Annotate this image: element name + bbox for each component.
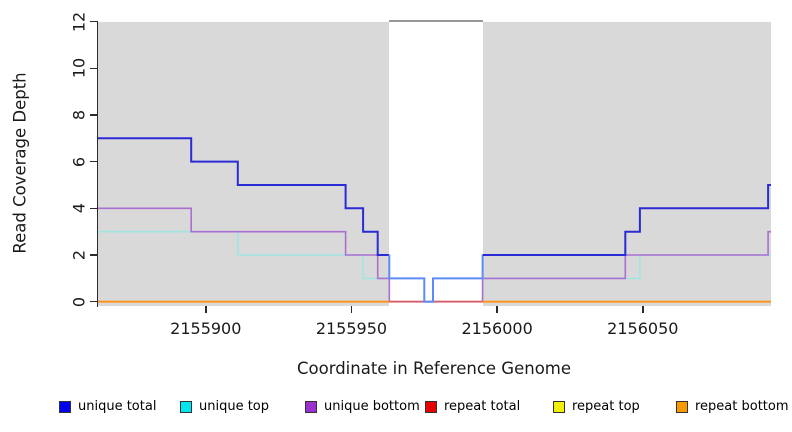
x-tick-label: 2156050 — [607, 319, 679, 338]
legend-label: repeat bottom — [695, 399, 789, 414]
legend-swatch — [676, 400, 688, 413]
x-tick — [205, 306, 207, 313]
legend-item: unique top — [180, 399, 269, 414]
x-axis-title: Coordinate in Reference Genome — [296, 359, 572, 378]
repeat-region-band — [389, 19, 483, 306]
x-tick — [642, 306, 644, 313]
x-tick-label: 2155950 — [315, 319, 388, 338]
unique-total-left — [98, 137, 390, 256]
legend-item: repeat total — [425, 399, 520, 414]
legend-item: repeat top — [553, 399, 640, 414]
legend-item: unique total — [59, 399, 156, 414]
legend-item: unique bottom — [305, 399, 420, 414]
unique-bottom-line — [98, 207, 771, 303]
legend-label: repeat total — [444, 399, 521, 414]
y-tick-label: 0 — [69, 296, 89, 307]
y-tick — [89, 254, 97, 256]
y-tick-label: 10 — [69, 58, 89, 79]
unique-top-line — [98, 230, 771, 303]
y-tick — [89, 207, 97, 210]
unique-total-band — [388, 255, 484, 303]
y-tick — [89, 300, 97, 303]
y-tick-label: 6 — [69, 156, 89, 167]
legend-label: unique bottom — [324, 399, 420, 414]
legend-swatch — [305, 400, 317, 413]
y-tick-label: 2 — [69, 249, 89, 261]
y-tick-label: 4 — [69, 203, 89, 214]
y-tick — [89, 67, 97, 69]
y-tick — [89, 20, 97, 23]
unique-total-right — [482, 184, 771, 256]
legend-label: unique top — [199, 399, 270, 414]
x-tick-label: 2156000 — [461, 319, 533, 338]
x-tick — [496, 306, 498, 313]
legend-label: unique total — [78, 399, 157, 414]
y-tick-label: 8 — [69, 109, 89, 121]
y-tick — [89, 114, 97, 116]
legend-swatch — [59, 400, 71, 413]
y-axis-title: Read Coverage Depth — [10, 72, 30, 254]
x-tick-label: 2155900 — [170, 319, 242, 338]
legend-item: repeat bottom — [676, 399, 789, 414]
legend-swatch — [553, 400, 565, 413]
legend-label: repeat top — [572, 399, 640, 414]
y-tick — [89, 160, 97, 163]
legend-swatch — [180, 400, 192, 413]
y-axis-line — [96, 21, 99, 307]
y-tick-label: 12 — [69, 11, 89, 32]
x-tick — [350, 306, 353, 313]
legend-swatch — [425, 400, 437, 413]
